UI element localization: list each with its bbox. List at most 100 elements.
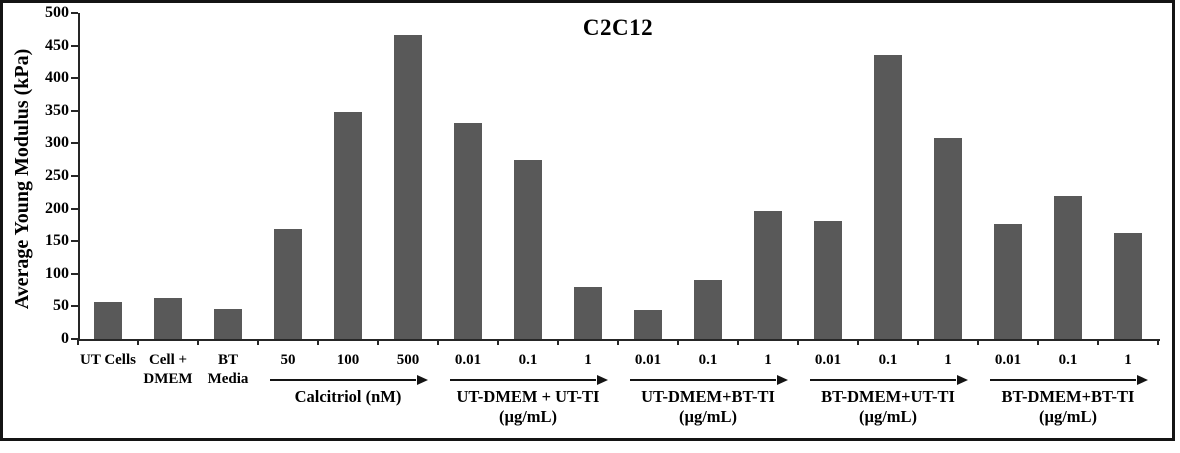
- group-arrow-line: [990, 379, 1136, 381]
- dose-label: 500: [396, 352, 420, 368]
- dose-label: 0.01: [814, 352, 842, 368]
- y-tick-mark: [71, 44, 78, 47]
- group-name: UT-DMEM + UT-TI (µg/mL): [438, 387, 618, 427]
- x-tick-mark: [677, 339, 679, 345]
- group-name-line: BT-DMEM+BT-TI: [1001, 387, 1135, 406]
- category-label-line: UT Cells: [80, 352, 136, 368]
- group-arrow: [618, 375, 798, 385]
- group-arrow: [258, 375, 438, 385]
- bar: [214, 309, 242, 339]
- chart-title: C2C12: [582, 15, 654, 40]
- dose-label: 0.01: [994, 352, 1022, 368]
- bar: [454, 123, 482, 339]
- group-arrow-head: [597, 375, 608, 385]
- category-label: BT Media: [190, 351, 266, 389]
- group-name: UT-DMEM+BT-TI (µg/mL): [618, 387, 798, 427]
- y-tick-label: 250: [45, 167, 69, 184]
- group-name-line: UT-DMEM+BT-TI: [641, 387, 775, 406]
- y-tick-label: 200: [45, 199, 69, 217]
- category-label: Cell + DMEM: [130, 351, 206, 389]
- bar: [274, 229, 302, 339]
- group-name-line: (µg/mL): [858, 407, 918, 426]
- x-tick-mark: [857, 339, 859, 345]
- bar: [1054, 196, 1082, 339]
- group-arrow-line: [630, 379, 776, 381]
- group-arrow-head: [777, 375, 788, 385]
- y-tick-label: 100: [45, 264, 69, 282]
- y-tick-mark: [71, 240, 78, 243]
- bar: [394, 35, 422, 339]
- dose-label: 50: [280, 352, 296, 368]
- x-tick-mark: [1097, 339, 1099, 345]
- y-tick-label: 150: [45, 232, 69, 250]
- y-tick-mark: [71, 207, 78, 210]
- group-arrow: [978, 375, 1158, 385]
- group-arrow: [798, 375, 978, 385]
- group-arrow: [438, 375, 618, 385]
- category-label-line: Media: [207, 371, 249, 387]
- x-tick-mark: [257, 339, 259, 345]
- bar: [1114, 232, 1142, 339]
- dose-label: 0.1: [878, 352, 898, 368]
- group-arrow-line: [270, 379, 416, 381]
- dose-label: 0.1: [518, 352, 538, 368]
- dose-label: 0.01: [634, 352, 662, 368]
- group-arrow-head: [957, 375, 968, 385]
- group-name: BT-DMEM+UT-TI (µg/mL): [798, 387, 978, 427]
- dose-label: 1: [764, 352, 772, 368]
- group-name-line: (µg/mL): [498, 407, 558, 426]
- x-tick-mark: [557, 339, 559, 345]
- group-arrow-head: [1137, 375, 1148, 385]
- y-tick-mark: [71, 77, 78, 80]
- x-tick-mark: [1157, 339, 1159, 345]
- bar: [994, 224, 1022, 339]
- y-tick-label: 350: [45, 101, 69, 119]
- dose-label: 1: [944, 352, 952, 368]
- bar: [334, 112, 362, 339]
- x-tick-mark: [137, 339, 139, 345]
- x-tick-mark: [1037, 339, 1039, 345]
- bar: [934, 138, 962, 339]
- group-arrow-line: [810, 379, 956, 381]
- group-name: Calcitriol (nM): [258, 387, 438, 407]
- dose-label: 1: [584, 352, 592, 368]
- x-tick-mark: [977, 339, 979, 345]
- y-tick-label: 450: [45, 36, 69, 54]
- y-tick-label: 300: [45, 134, 69, 152]
- group-name-line: (µg/mL): [678, 407, 738, 426]
- y-tick-label: 500: [45, 4, 69, 21]
- dose-label: 0.1: [1058, 352, 1078, 368]
- y-tick-mark: [71, 175, 78, 177]
- group-name-line: UT-DMEM + UT-TI: [456, 387, 600, 406]
- group-name-line: BT-DMEM+UT-TI: [821, 387, 955, 406]
- x-tick-mark: [77, 339, 79, 345]
- x-tick-mark: [197, 339, 199, 345]
- dose-label: 100: [336, 352, 360, 368]
- group-arrow-head: [417, 375, 428, 385]
- y-tick-label: 0: [61, 330, 69, 347]
- bar: [754, 211, 782, 339]
- bar: [814, 220, 842, 339]
- x-tick-mark: [377, 339, 379, 345]
- category-label-line: Cell +: [148, 352, 188, 368]
- bar: [634, 309, 662, 339]
- y-tick-mark: [71, 338, 78, 340]
- group-name-line: Calcitriol (nM): [294, 387, 402, 406]
- y-tick-label: 50: [53, 297, 69, 315]
- x-tick-mark: [797, 339, 799, 345]
- bar: [154, 297, 182, 339]
- group-arrow-line: [450, 379, 596, 381]
- bar: [514, 160, 542, 339]
- x-tick-mark: [437, 339, 439, 345]
- bar: [94, 302, 122, 339]
- y-tick-mark: [71, 142, 78, 145]
- dose-label: 0.01: [454, 352, 482, 368]
- dose-label: 0.1: [698, 352, 718, 368]
- category-label: UT Cells: [70, 351, 146, 370]
- y-tick-mark: [71, 272, 78, 275]
- x-tick-mark: [917, 339, 919, 345]
- dose-label: 1: [1124, 352, 1132, 368]
- group-name-line: (µg/mL): [1038, 407, 1098, 426]
- group-name: BT-DMEM+BT-TI (µg/mL): [978, 387, 1158, 427]
